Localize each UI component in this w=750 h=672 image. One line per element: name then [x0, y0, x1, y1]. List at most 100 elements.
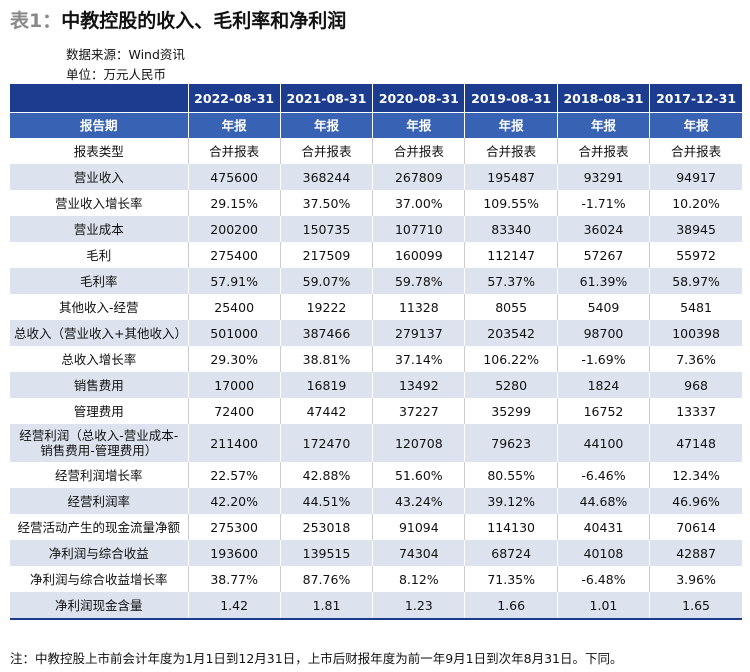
row-label: 管理费用 [10, 398, 188, 424]
table-cell: 合并报表 [279, 138, 373, 164]
table-cell: 年报 [372, 112, 465, 138]
table-row: 净利润与综合收益增长率 38.77% 87.76% 8.12% 71.35% -6.48%… [10, 566, 742, 592]
table-cell: 37.14% [372, 346, 465, 372]
table-cell: 387466 [279, 320, 373, 346]
table-cell: 275300 [187, 514, 281, 540]
table-cell: 57.37% [464, 268, 558, 294]
table-cell: 3.96% [649, 566, 742, 592]
table-cell: 46.96% [649, 488, 742, 514]
table-row: 总收入增长率 29.30% 38.81% 37.14% 106.22% -1.69% 7.3… [10, 346, 742, 372]
table-cell: 107710 [372, 216, 465, 242]
column-header: 2018-08-31 [556, 84, 650, 113]
table-cell: 106.22% [464, 346, 558, 372]
table-cell: 5280 [464, 372, 558, 398]
table-cell: 44.51% [279, 488, 373, 514]
table-cell: 211400 [187, 424, 281, 462]
table-row: 经营利润增长率 22.57% 42.88% 51.60% 80.55% -6.46% 12.… [10, 462, 742, 488]
table-cell: 55972 [649, 242, 742, 268]
column-header: 2019-08-31 [464, 84, 558, 113]
table-cell: 16819 [279, 372, 373, 398]
table-cell: 年报 [279, 112, 373, 138]
row-label: 总收入增长率 [10, 346, 188, 372]
table-cell: 279137 [372, 320, 465, 346]
table-row: 经营活动产生的现金流量净额 275300 253018 91094 114130 4043… [10, 514, 742, 540]
table-cell: 38945 [649, 216, 742, 242]
table-cell: 36024 [556, 216, 650, 242]
table-cell: 57267 [556, 242, 650, 268]
table-cell: 10.20% [649, 190, 742, 216]
table-cell: 39.12% [464, 488, 558, 514]
table-cell: 43.24% [372, 488, 465, 514]
table-cell: 42.88% [279, 462, 373, 488]
row-label: 营业成本 [10, 216, 188, 242]
table-cell: 172470 [279, 424, 373, 462]
table-cell: 217509 [279, 242, 373, 268]
table-cell: 71.35% [464, 566, 558, 592]
table-cell: 193600 [187, 540, 281, 566]
table-row: 营业成本 200200 150735 107710 83340 36024 38945 [10, 216, 742, 242]
table-row: 经营利润（总收入-营业成本-销售费用-管理费用） 211400 172470 1207… [10, 424, 742, 462]
table-cell: 91094 [372, 514, 465, 540]
table-cell: 年报 [187, 112, 281, 138]
table-cell: 37.50% [279, 190, 373, 216]
table-row: 净利润与综合收益 193600 139515 74304 68724 40108 42887 [10, 540, 742, 566]
unit: 单位：万元人民币 [66, 67, 167, 82]
table-cell: 195487 [464, 164, 558, 190]
column-header: 2022-08-31 [187, 84, 281, 113]
table-cell: 44.68% [556, 488, 650, 514]
table-row: 营业收入增长率 29.15% 37.50% 37.00% 109.55% -1.71% 10… [10, 190, 742, 216]
table-cell: 51.60% [372, 462, 465, 488]
table-cell: 38.77% [187, 566, 281, 592]
row-label: 报告期 [10, 112, 188, 138]
table-cell: 5409 [556, 294, 650, 320]
column-header: 2017-12-31 [649, 84, 742, 113]
table-cell: 合并报表 [464, 138, 558, 164]
table-cell: 275400 [187, 242, 281, 268]
table-row: 经营利润率 42.20% 44.51% 43.24% 39.12% 44.68% 46.96… [10, 488, 742, 514]
row-label: 净利润与综合收益增长率 [10, 566, 188, 592]
table-cell: 19222 [279, 294, 373, 320]
table-cell: 501000 [187, 320, 281, 346]
table-cell: 61.39% [556, 268, 650, 294]
table-cell: 83340 [464, 216, 558, 242]
table-cell: 42.20% [187, 488, 281, 514]
table-cell: 8.12% [372, 566, 465, 592]
title: 中教控股的收入、毛利率和净利润 [61, 10, 347, 32]
table-cell: 94917 [649, 164, 742, 190]
source: 数据来源：Wind资讯 [66, 47, 185, 62]
table-cell: 37.00% [372, 190, 465, 216]
table-cell: 1.81 [279, 592, 373, 620]
table-cell: 42887 [649, 540, 742, 566]
table-cell: 120708 [372, 424, 465, 462]
table-cell: 38.81% [279, 346, 373, 372]
footnote: 注：中教控股上市前会计年度为1月1日到12月31日，上市后财报年度为前一年9月1… [10, 651, 623, 666]
row-label: 经营利润增长率 [10, 462, 188, 488]
table-cell: 253018 [279, 514, 373, 540]
row-label: 销售费用 [10, 372, 188, 398]
table-row: 总收入（营业收入+其他收入） 501000 387466 279137 203542 98… [10, 320, 742, 346]
table-cell: 合并报表 [649, 138, 742, 164]
table-cell: 25400 [187, 294, 281, 320]
table-cell: -1.69% [556, 346, 650, 372]
table-cell: 7.36% [649, 346, 742, 372]
table-cell: 37227 [372, 398, 465, 424]
table-cell: 114130 [464, 514, 558, 540]
table-cell: 40431 [556, 514, 650, 540]
table-cell: 59.78% [372, 268, 465, 294]
table-cell: 475600 [187, 164, 281, 190]
table-cell: 29.15% [187, 190, 281, 216]
table-cell: 44100 [556, 424, 650, 462]
table-cell: 93291 [556, 164, 650, 190]
table-cell: 16752 [556, 398, 650, 424]
row-label: 毛利 [10, 242, 188, 268]
table-cell: 13337 [649, 398, 742, 424]
column-header: 2021-08-31 [279, 84, 373, 113]
table-cell: 1.01 [556, 592, 650, 620]
table-cell: 1824 [556, 372, 650, 398]
table-cell: 年报 [464, 112, 558, 138]
row-label: 总收入（营业收入+其他收入） [10, 320, 188, 346]
period-row: 报告期 年报 年报 年报 年报 年报 年报 [10, 112, 742, 138]
table-cell: 203542 [464, 320, 558, 346]
table-cell: 80.55% [464, 462, 558, 488]
